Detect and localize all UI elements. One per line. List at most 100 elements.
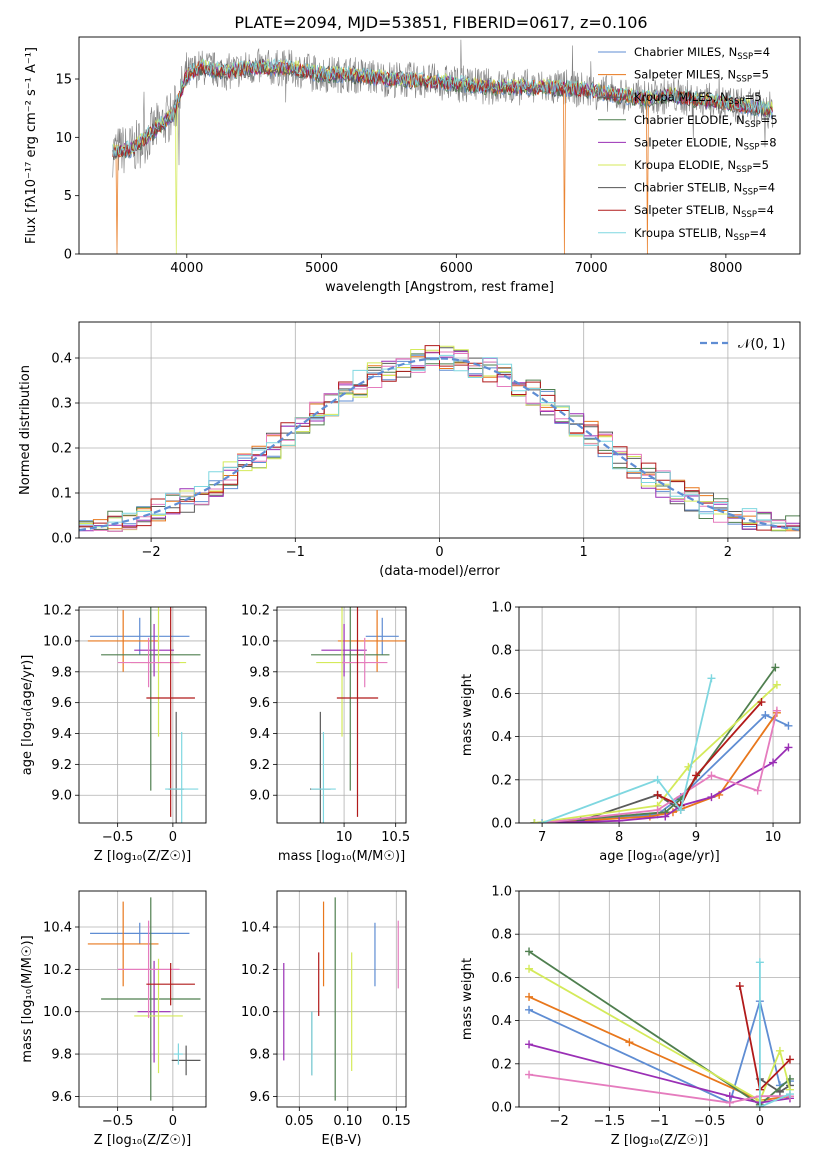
- x-tick-label: 8: [615, 830, 623, 845]
- mass-weight-marker: [784, 743, 793, 752]
- x-tick-label: 10.5: [381, 830, 410, 845]
- x-tick-label: 0: [756, 1114, 764, 1129]
- legend-subscript: SSP: [734, 233, 750, 243]
- error-bar-point: [165, 731, 199, 823]
- plot-area-residuals: [79, 345, 800, 532]
- x-axis-label: Z [log₁₀(Z/Z☉)]: [94, 849, 191, 864]
- y-tick-label: 0.3: [51, 397, 72, 412]
- x-tick-label: 0: [435, 545, 443, 560]
- error-bar-point: [311, 731, 336, 823]
- legend-label: Salpeter STELIB, NSSP=4: [634, 203, 774, 220]
- y-tick-label: 10.0: [43, 1005, 72, 1020]
- mass-weight-marker: [525, 964, 534, 973]
- mass-weight-marker: [525, 947, 534, 956]
- axes-spectrum: 4000 5000 6000 7000 8000 0 5 10 15 wavelength [An…: [24, 36, 801, 295]
- mass-weight-marker: [785, 1090, 794, 1099]
- mass-weight-marker: [785, 1055, 794, 1064]
- y-tick-label: 9.2: [249, 758, 270, 773]
- x-tick-label: −2: [142, 545, 161, 560]
- error-bar-point: [146, 607, 195, 817]
- axes-age-vs-mass: 10 10.5 9.0 9.2 9.4 9.6 9.8 10.0 10.2 mass [log₁₀…: [241, 604, 410, 864]
- error-bar-point: [101, 897, 201, 1101]
- legend-subscript: SSP: [745, 120, 761, 130]
- legend-value: =4: [753, 45, 770, 59]
- y-axis-label: mass weight: [460, 674, 475, 756]
- mass-weight-marker: [707, 771, 716, 780]
- legend-subscript: SSP: [736, 165, 752, 175]
- axes-mass-weight-vs-Z: −2 −1.5 −1 −0.5 0 0.0 0.2 0.4 0.6 0.8 1.0 Z [log₁₀(…: [460, 885, 801, 1148]
- y-tick-label: 10.2: [43, 604, 72, 619]
- mass-weight-marker: [661, 812, 670, 821]
- error-bar-point: [146, 963, 195, 1006]
- y-tick-label: 1.0: [491, 601, 512, 616]
- y-tick-label: 0.2: [491, 773, 512, 788]
- y-tick-label: 0.1: [51, 487, 72, 502]
- legend-subscript: SSP: [729, 97, 745, 107]
- y-tick-label: 9.2: [51, 758, 72, 773]
- legend-label: Chabrier ELODIE, NSSP=5: [634, 113, 778, 130]
- y-tick-label: 9.6: [249, 696, 270, 711]
- y-tick-label: 9.0: [249, 789, 270, 804]
- y-tick-label: 10: [55, 131, 72, 146]
- axes-frame: [276, 606, 407, 824]
- x-axis-label: E(B-V): [321, 1133, 361, 1148]
- model-spectrum-line: [112, 62, 773, 159]
- x-axis-label: wavelength [Angstrom, rest frame]: [325, 280, 554, 295]
- axes-mass-weight-vs-age: 7 8 9 10 0.0 0.2 0.4 0.6 0.8 1.0 age [log₁₀(age/yr…: [460, 601, 801, 864]
- x-tick-label: 6000: [440, 261, 473, 276]
- legend-value: =4: [758, 181, 775, 195]
- error-bar-point: [337, 610, 406, 672]
- plot-area-mass-vs-Z: [87, 897, 201, 1101]
- y-tick-label: 10.0: [241, 634, 270, 649]
- x-tick-label: 0: [169, 1114, 177, 1129]
- x-tick-label: −0.5: [694, 1114, 726, 1129]
- y-tick-label: 0.0: [491, 1101, 512, 1116]
- y-axis-label: mass weight: [460, 958, 475, 1040]
- y-tick-label: 10.0: [241, 1005, 270, 1020]
- x-tick-label: 4000: [170, 261, 203, 276]
- error-bar-point: [117, 920, 180, 1019]
- mass-weight-marker: [653, 790, 662, 799]
- y-axis-label: Normed distribution: [18, 365, 33, 495]
- x-tick-label: −1.5: [594, 1114, 626, 1129]
- x-tick-label: 0: [169, 830, 177, 845]
- mass-weight-line: [534, 684, 778, 823]
- legend-subscript: SSP: [741, 210, 757, 220]
- y-tick-label: 0.4: [51, 352, 72, 367]
- axes-frame: [78, 890, 207, 1108]
- legend-value: =4: [757, 203, 774, 217]
- mass-weight-marker: [707, 793, 716, 802]
- mass-weight-marker: [772, 706, 781, 715]
- x-tick-label: 5000: [305, 261, 338, 276]
- mass-weight-line: [534, 666, 777, 823]
- plot-area-mass-weight-vs-Z: [525, 947, 794, 1107]
- y-tick-label: 10.0: [43, 634, 72, 649]
- x-tick-label: −1: [286, 545, 305, 560]
- mass-weight-marker: [615, 816, 624, 823]
- x-tick-label: 2: [724, 545, 732, 560]
- error-bar-point: [90, 922, 190, 944]
- y-tick-label: 0: [64, 248, 72, 263]
- mass-weight-marker: [753, 786, 762, 795]
- mass-weight-marker: [538, 819, 547, 823]
- mass-weight-marker: [625, 1038, 634, 1047]
- y-tick-label: 10.2: [241, 963, 270, 978]
- mass-weight-marker: [725, 1098, 734, 1107]
- error-bar-point: [101, 607, 201, 791]
- error-bar-point: [90, 617, 190, 655]
- mass-weight-line: [528, 995, 791, 1102]
- plot-area-age-vs-Z: [87, 607, 201, 823]
- error-bar-point: [365, 617, 399, 655]
- error-bar-point: [134, 958, 183, 1074]
- legend-subscript: SSP: [742, 188, 758, 198]
- mass-weight-line: [528, 1073, 790, 1104]
- axes-mass-vs-Z: −0.5 0 9.6 9.8 10.0 10.2 10.4 Z [log₁₀(Z/Z☉)] ma…: [20, 890, 207, 1148]
- legend-value: =5: [752, 158, 769, 172]
- mass-weight-line: [759, 962, 791, 1107]
- mass-weight-line: [541, 678, 713, 823]
- x-tick-label: 7000: [575, 261, 608, 276]
- axes-frame: [518, 890, 801, 1108]
